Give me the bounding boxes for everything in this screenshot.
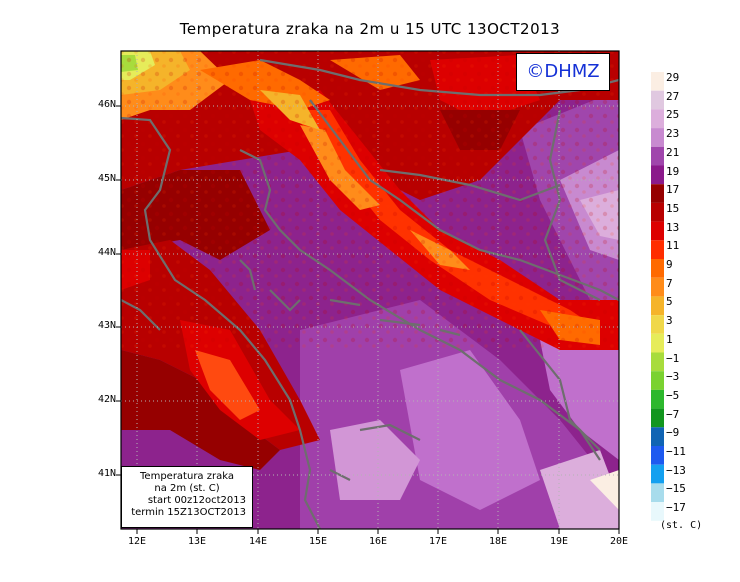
- legend-label: −5: [666, 388, 680, 402]
- legend-color-box: [651, 333, 664, 353]
- dhmz-watermark: ©DHMZ: [516, 53, 610, 91]
- legend-label: 21: [666, 145, 680, 159]
- legend-label: −3: [666, 370, 680, 384]
- legend-color-box: [651, 146, 664, 166]
- legend-color-box: [651, 221, 664, 241]
- legend-color-box: [651, 109, 664, 129]
- color-legend: [651, 72, 664, 521]
- legend-label: 1: [666, 332, 673, 346]
- y-tick-label: 45N: [97, 173, 116, 184]
- info-line: na 2m (st. C): [154, 483, 220, 494]
- legend-label: 11: [666, 239, 680, 253]
- info-box: Temperatura zraka na 2m (st. C) start 00…: [121, 466, 253, 528]
- legend-label: −13: [666, 463, 686, 477]
- info-line: start 00z12oct2013: [147, 495, 246, 506]
- legend-color-box: [651, 502, 664, 521]
- legend-unit: (st. C): [660, 520, 703, 531]
- x-tick-label: 19E: [549, 536, 569, 547]
- legend-color-box: [651, 446, 664, 465]
- legend-label: −17: [666, 501, 686, 515]
- x-tick-label: 16E: [368, 536, 388, 547]
- legend-label: −9: [666, 426, 680, 440]
- legend-color-box: [651, 352, 664, 372]
- legend-color-box: [651, 259, 664, 278]
- legend-color-box: [651, 483, 664, 503]
- map-frame: [120, 50, 620, 530]
- legend-label: 15: [666, 201, 680, 215]
- legend-label: 25: [666, 108, 680, 122]
- legend-color-box: [651, 464, 664, 484]
- legend-label: 3: [666, 314, 673, 328]
- x-tick-label: 13E: [187, 536, 207, 547]
- legend-color-box: [651, 90, 664, 110]
- legend-label: 7: [666, 276, 673, 290]
- legend-color-box: [651, 427, 664, 446]
- legend-label: −11: [666, 445, 686, 458]
- info-line: termin 15Z13OCT2013: [131, 507, 246, 518]
- legend-color-box: [651, 408, 664, 428]
- legend-label: 5: [666, 295, 673, 309]
- y-tick-label: 44N: [97, 247, 116, 258]
- legend-color-box: [651, 315, 664, 334]
- legend-label: 27: [666, 89, 680, 103]
- legend-label: 17: [666, 183, 680, 197]
- legend-label: 19: [666, 164, 680, 178]
- legend-color-box: [651, 240, 664, 259]
- legend-label: −1: [666, 351, 680, 365]
- y-tick-label: 46N: [97, 99, 116, 110]
- legend-color-box: [651, 277, 664, 297]
- legend-label: 29: [666, 71, 680, 84]
- x-tick-label: 17E: [428, 536, 448, 547]
- legend-color-box: [651, 296, 664, 316]
- x-tick-label: 12E: [127, 536, 147, 547]
- legend-color-box: [651, 165, 664, 185]
- legend-color-box: [651, 72, 664, 91]
- y-tick-label: 41N: [97, 468, 116, 479]
- legend-label: 13: [666, 220, 680, 234]
- legend-label: −7: [666, 407, 680, 421]
- x-tick-label: 14E: [248, 536, 268, 547]
- map-title: Temperatura zraka na 2m u 15 UTC 13OCT20…: [179, 20, 561, 38]
- legend-color-box: [651, 371, 664, 390]
- legend-color-box: [651, 202, 664, 222]
- legend-label: 23: [666, 127, 680, 141]
- x-tick-label: 15E: [308, 536, 328, 547]
- legend-color-box: [651, 184, 664, 203]
- legend-color-box: [651, 128, 664, 147]
- x-tick-label: 20E: [609, 536, 629, 547]
- x-tick-label: 18E: [488, 536, 508, 547]
- y-tick-label: 42N: [97, 394, 116, 405]
- legend-color-box: [651, 389, 664, 409]
- y-tick-label: 43N: [97, 320, 116, 331]
- legend-label: 9: [666, 258, 673, 271]
- lat-lon-grid: [121, 51, 619, 529]
- info-line: Temperatura zraka: [140, 471, 234, 482]
- legend-label: −15: [666, 482, 686, 496]
